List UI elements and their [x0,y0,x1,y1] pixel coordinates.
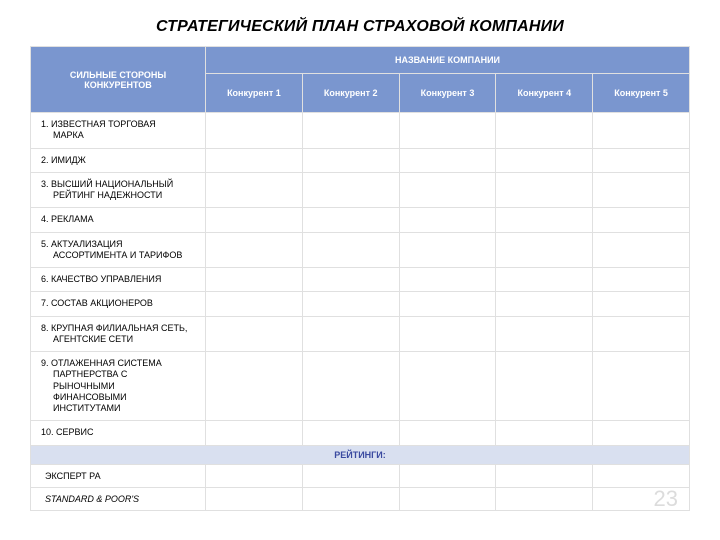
cell [302,292,399,316]
row-label: 7. СОСТАВ АКЦИОНЕРОВ [31,292,206,316]
table-row: 5. АКТУАЛИЗАЦИЯАССОРТИМЕНТА И ТАРИФОВ [31,232,690,268]
table-row: 8. КРУПНАЯ ФИЛИАЛЬНАЯ СЕТЬ,АГЕНТСКИЕ СЕТ… [31,316,690,352]
cell [206,316,303,352]
cell [593,268,690,292]
rating-row: STANDARD & POOR'S [31,487,690,510]
col-competitor-1: Конкурент 1 [206,74,303,113]
cell [593,464,690,487]
cell [206,421,303,445]
table-row: 1. ИЗВЕСТНАЯ ТОРГОВАЯМАРКА [31,113,690,149]
cell [496,487,593,510]
cell [399,268,496,292]
cell [593,172,690,208]
companies-super-header: НАЗВАНИЕ КОМПАНИИ [206,47,690,74]
cell [302,268,399,292]
cell [399,464,496,487]
cell [206,352,303,421]
cell [593,292,690,316]
cell [496,421,593,445]
row-label: 10. СЕРВИС [31,421,206,445]
cell [496,232,593,268]
cell [593,352,690,421]
cell [302,487,399,510]
row-label: 5. АКТУАЛИЗАЦИЯАССОРТИМЕНТА И ТАРИФОВ [31,232,206,268]
page-number: 23 [654,486,678,512]
cell [302,421,399,445]
cell [206,268,303,292]
cell [399,292,496,316]
cell [496,113,593,149]
cell [496,208,593,232]
table-row: 2. ИМИДЖ [31,148,690,172]
cell [302,352,399,421]
rating-row: ЭКСПЕРТ РА [31,464,690,487]
cell [302,113,399,149]
table-row: 4. РЕКЛАМА [31,208,690,232]
cell [206,292,303,316]
cell [206,487,303,510]
competitors-table: СИЛЬНЫЕ СТОРОНЫ КОНКУРЕНТОВ НАЗВАНИЕ КОМ… [30,46,690,511]
ratings-header: РЕЙТИНГИ: [31,445,690,464]
cell [399,316,496,352]
col-competitor-4: Конкурент 4 [496,74,593,113]
cell [399,113,496,149]
cell [496,316,593,352]
row-label: 4. РЕКЛАМА [31,208,206,232]
cell [496,464,593,487]
cell [593,421,690,445]
cell [399,208,496,232]
cell [399,172,496,208]
rowhead-label: СИЛЬНЫЕ СТОРОНЫ КОНКУРЕНТОВ [31,47,206,113]
table-row: 7. СОСТАВ АКЦИОНЕРОВ [31,292,690,316]
cell [399,421,496,445]
cell [593,113,690,149]
cell [496,268,593,292]
rating-label: STANDARD & POOR'S [31,487,206,510]
row-label: 3. ВЫСШИЙ НАЦИОНАЛЬНЫЙРЕЙТИНГ НАДЕЖНОСТИ [31,172,206,208]
col-competitor-2: Конкурент 2 [302,74,399,113]
cell [593,316,690,352]
cell [302,464,399,487]
cell [206,232,303,268]
table-row: 9. ОТЛАЖЕННАЯ СИСТЕМАПАРТНЕРСТВА СРЫНОЧН… [31,352,690,421]
table-row: 3. ВЫСШИЙ НАЦИОНАЛЬНЫЙРЕЙТИНГ НАДЕЖНОСТИ [31,172,690,208]
cell [206,208,303,232]
row-label: 2. ИМИДЖ [31,148,206,172]
cell [399,232,496,268]
cell [206,148,303,172]
row-label: 9. ОТЛАЖЕННАЯ СИСТЕМАПАРТНЕРСТВА СРЫНОЧН… [31,352,206,421]
cell [302,172,399,208]
cell [302,316,399,352]
page-title: СТРАТЕГИЧЕСКИЙ ПЛАН СТРАХОВОЙ КОМПАНИИ [30,18,690,36]
cell [206,172,303,208]
rating-label: ЭКСПЕРТ РА [31,464,206,487]
col-competitor-5: Конкурент 5 [593,74,690,113]
cell [496,172,593,208]
table-body: 1. ИЗВЕСТНАЯ ТОРГОВАЯМАРКА2. ИМИДЖ3. ВЫС… [31,113,690,511]
cell [496,148,593,172]
cell [496,292,593,316]
col-competitor-3: Конкурент 3 [399,74,496,113]
cell [206,113,303,149]
cell [496,352,593,421]
cell [302,208,399,232]
cell [206,464,303,487]
row-label: 8. КРУПНАЯ ФИЛИАЛЬНАЯ СЕТЬ,АГЕНТСКИЕ СЕТ… [31,316,206,352]
cell [399,352,496,421]
cell [593,208,690,232]
cell [302,232,399,268]
cell [593,148,690,172]
cell [399,487,496,510]
table-row: 10. СЕРВИС [31,421,690,445]
cell [399,148,496,172]
table-row: 6. КАЧЕСТВО УПРАВЛЕНИЯ [31,268,690,292]
cell [302,148,399,172]
row-label: 6. КАЧЕСТВО УПРАВЛЕНИЯ [31,268,206,292]
row-label: 1. ИЗВЕСТНАЯ ТОРГОВАЯМАРКА [31,113,206,149]
cell [593,232,690,268]
